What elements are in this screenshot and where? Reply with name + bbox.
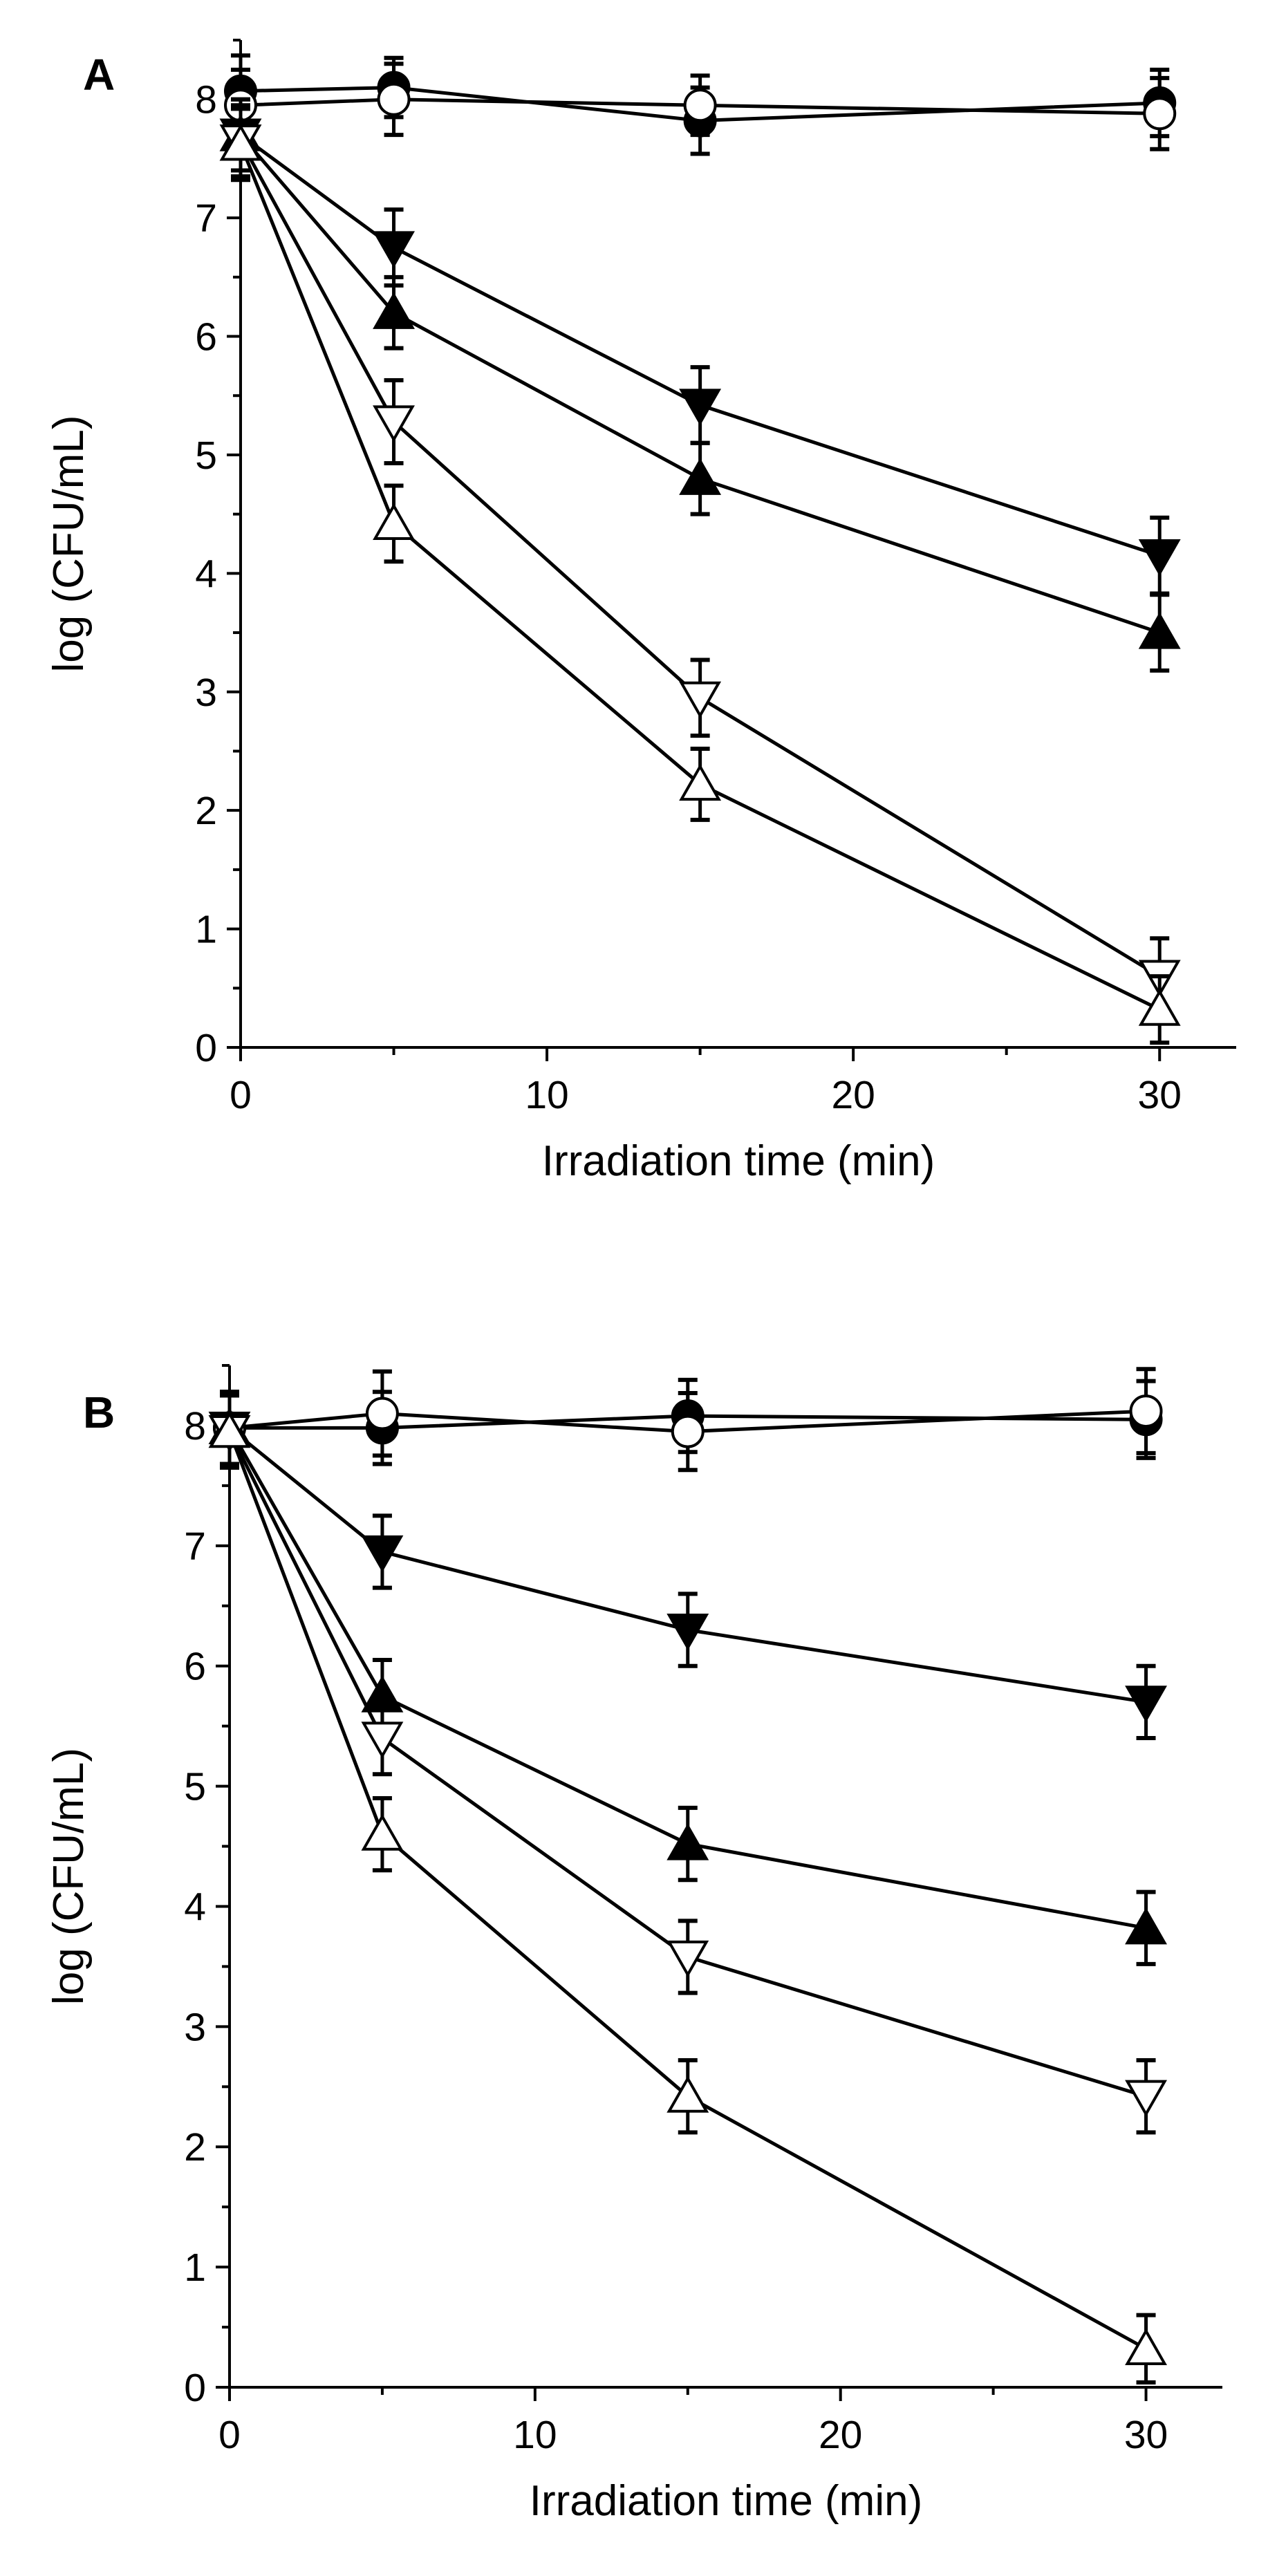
panel-letter: B <box>83 1388 115 1437</box>
data-point <box>666 1940 709 1978</box>
y-tick-label: 1 <box>195 908 217 952</box>
series-line <box>229 1409 1146 1434</box>
data-point <box>361 1813 404 1851</box>
series-line <box>227 1430 1147 2351</box>
data-point <box>1125 2328 1167 2365</box>
data-point <box>1129 1394 1163 1428</box>
series-line <box>240 97 1160 115</box>
data-point <box>666 1823 709 1860</box>
chart-panel-b: B 0 1 2 3 4 5 6 7 8 0 10 20 30 Irradiation time (min) l… <box>45 1364 1222 2525</box>
data-point <box>671 1415 705 1448</box>
data-point <box>679 763 722 801</box>
y-tick-label: 4 <box>184 1885 206 1929</box>
x-tick-label: 20 <box>831 1073 875 1117</box>
x-axis-title: Irradiation time (min) <box>542 1137 935 1185</box>
series-line <box>239 133 1161 558</box>
series-open-up-triangle <box>219 106 1181 1045</box>
y-tick-label: 6 <box>184 1645 206 1689</box>
series-open-circle <box>224 62 1177 151</box>
y-tick-label: 0 <box>195 1026 217 1070</box>
y-tick-label: 8 <box>184 1404 206 1448</box>
data-point <box>373 405 415 442</box>
y-axis-title: log (CFU/mL) <box>45 415 93 672</box>
y-tick-label: 6 <box>195 315 217 360</box>
y-tick-label: 7 <box>184 1524 206 1569</box>
x-tick-label: 0 <box>230 1073 252 1117</box>
data-point <box>1138 989 1181 1026</box>
y-axis-title: log (CFU/mL) <box>45 1748 93 2005</box>
x-tick-label: 10 <box>525 1073 568 1117</box>
data-point <box>219 124 262 161</box>
series-line <box>240 86 1160 123</box>
x-tick-label: 30 <box>1124 2413 1168 2457</box>
x-axis-title: Irradiation time (min) <box>530 2477 922 2525</box>
x-tick-label: 30 <box>1138 1073 1182 1117</box>
y-tick-label: 5 <box>184 1765 206 1809</box>
data-point <box>361 1535 404 1573</box>
y-tick-label: 0 <box>184 2366 206 2410</box>
data-point <box>365 1397 399 1430</box>
y-tick-label: 2 <box>184 2125 206 2169</box>
y-tick-label: 7 <box>195 196 217 241</box>
data-point <box>1143 97 1177 131</box>
data-point <box>679 458 722 495</box>
data-point <box>1125 2080 1167 2117</box>
series-line <box>227 1430 1147 2098</box>
y-tick-label: 2 <box>195 789 217 833</box>
series-open-circle <box>213 1367 1163 1473</box>
data-point <box>208 1410 251 1448</box>
x-tick-label: 10 <box>513 2413 557 2457</box>
data-point <box>1138 539 1181 577</box>
data-point <box>683 88 717 122</box>
data-point <box>373 231 415 268</box>
series-open-down-triangle <box>219 103 1181 1017</box>
series-filled-down-triangle <box>219 97 1181 596</box>
y-tick-label: 1 <box>184 2246 206 2290</box>
series-open-up-triangle <box>208 1393 1167 2385</box>
data-point <box>1125 1686 1167 1723</box>
data-point <box>679 389 722 426</box>
y-tick-label: 3 <box>184 2005 206 2049</box>
y-tick-label: 5 <box>195 433 217 478</box>
x-tick-label: 0 <box>218 2413 241 2457</box>
data-point <box>666 1613 709 1651</box>
data-point <box>679 681 722 719</box>
data-point <box>377 82 411 116</box>
data-point <box>373 503 415 540</box>
series-line <box>239 140 1161 978</box>
chart-panel-a: A 0 1 2 3 4 5 6 7 8 0 10 20 30 Irradiation time (min) l… <box>45 39 1236 1185</box>
y-tick-label: 8 <box>195 78 217 122</box>
series-line <box>228 1426 1146 1704</box>
x-tick-label: 20 <box>819 2413 862 2457</box>
series-line <box>239 133 1161 635</box>
data-point <box>361 1721 404 1759</box>
data-point <box>666 2075 709 2113</box>
y-tick-label: 4 <box>195 552 217 596</box>
data-point <box>1138 612 1181 649</box>
data-point <box>1125 1907 1167 1945</box>
panel-letter: A <box>83 50 115 100</box>
series-line <box>239 143 1161 1011</box>
data-point <box>373 292 415 329</box>
series-line <box>227 1427 1146 1930</box>
y-tick-label: 3 <box>195 671 217 715</box>
